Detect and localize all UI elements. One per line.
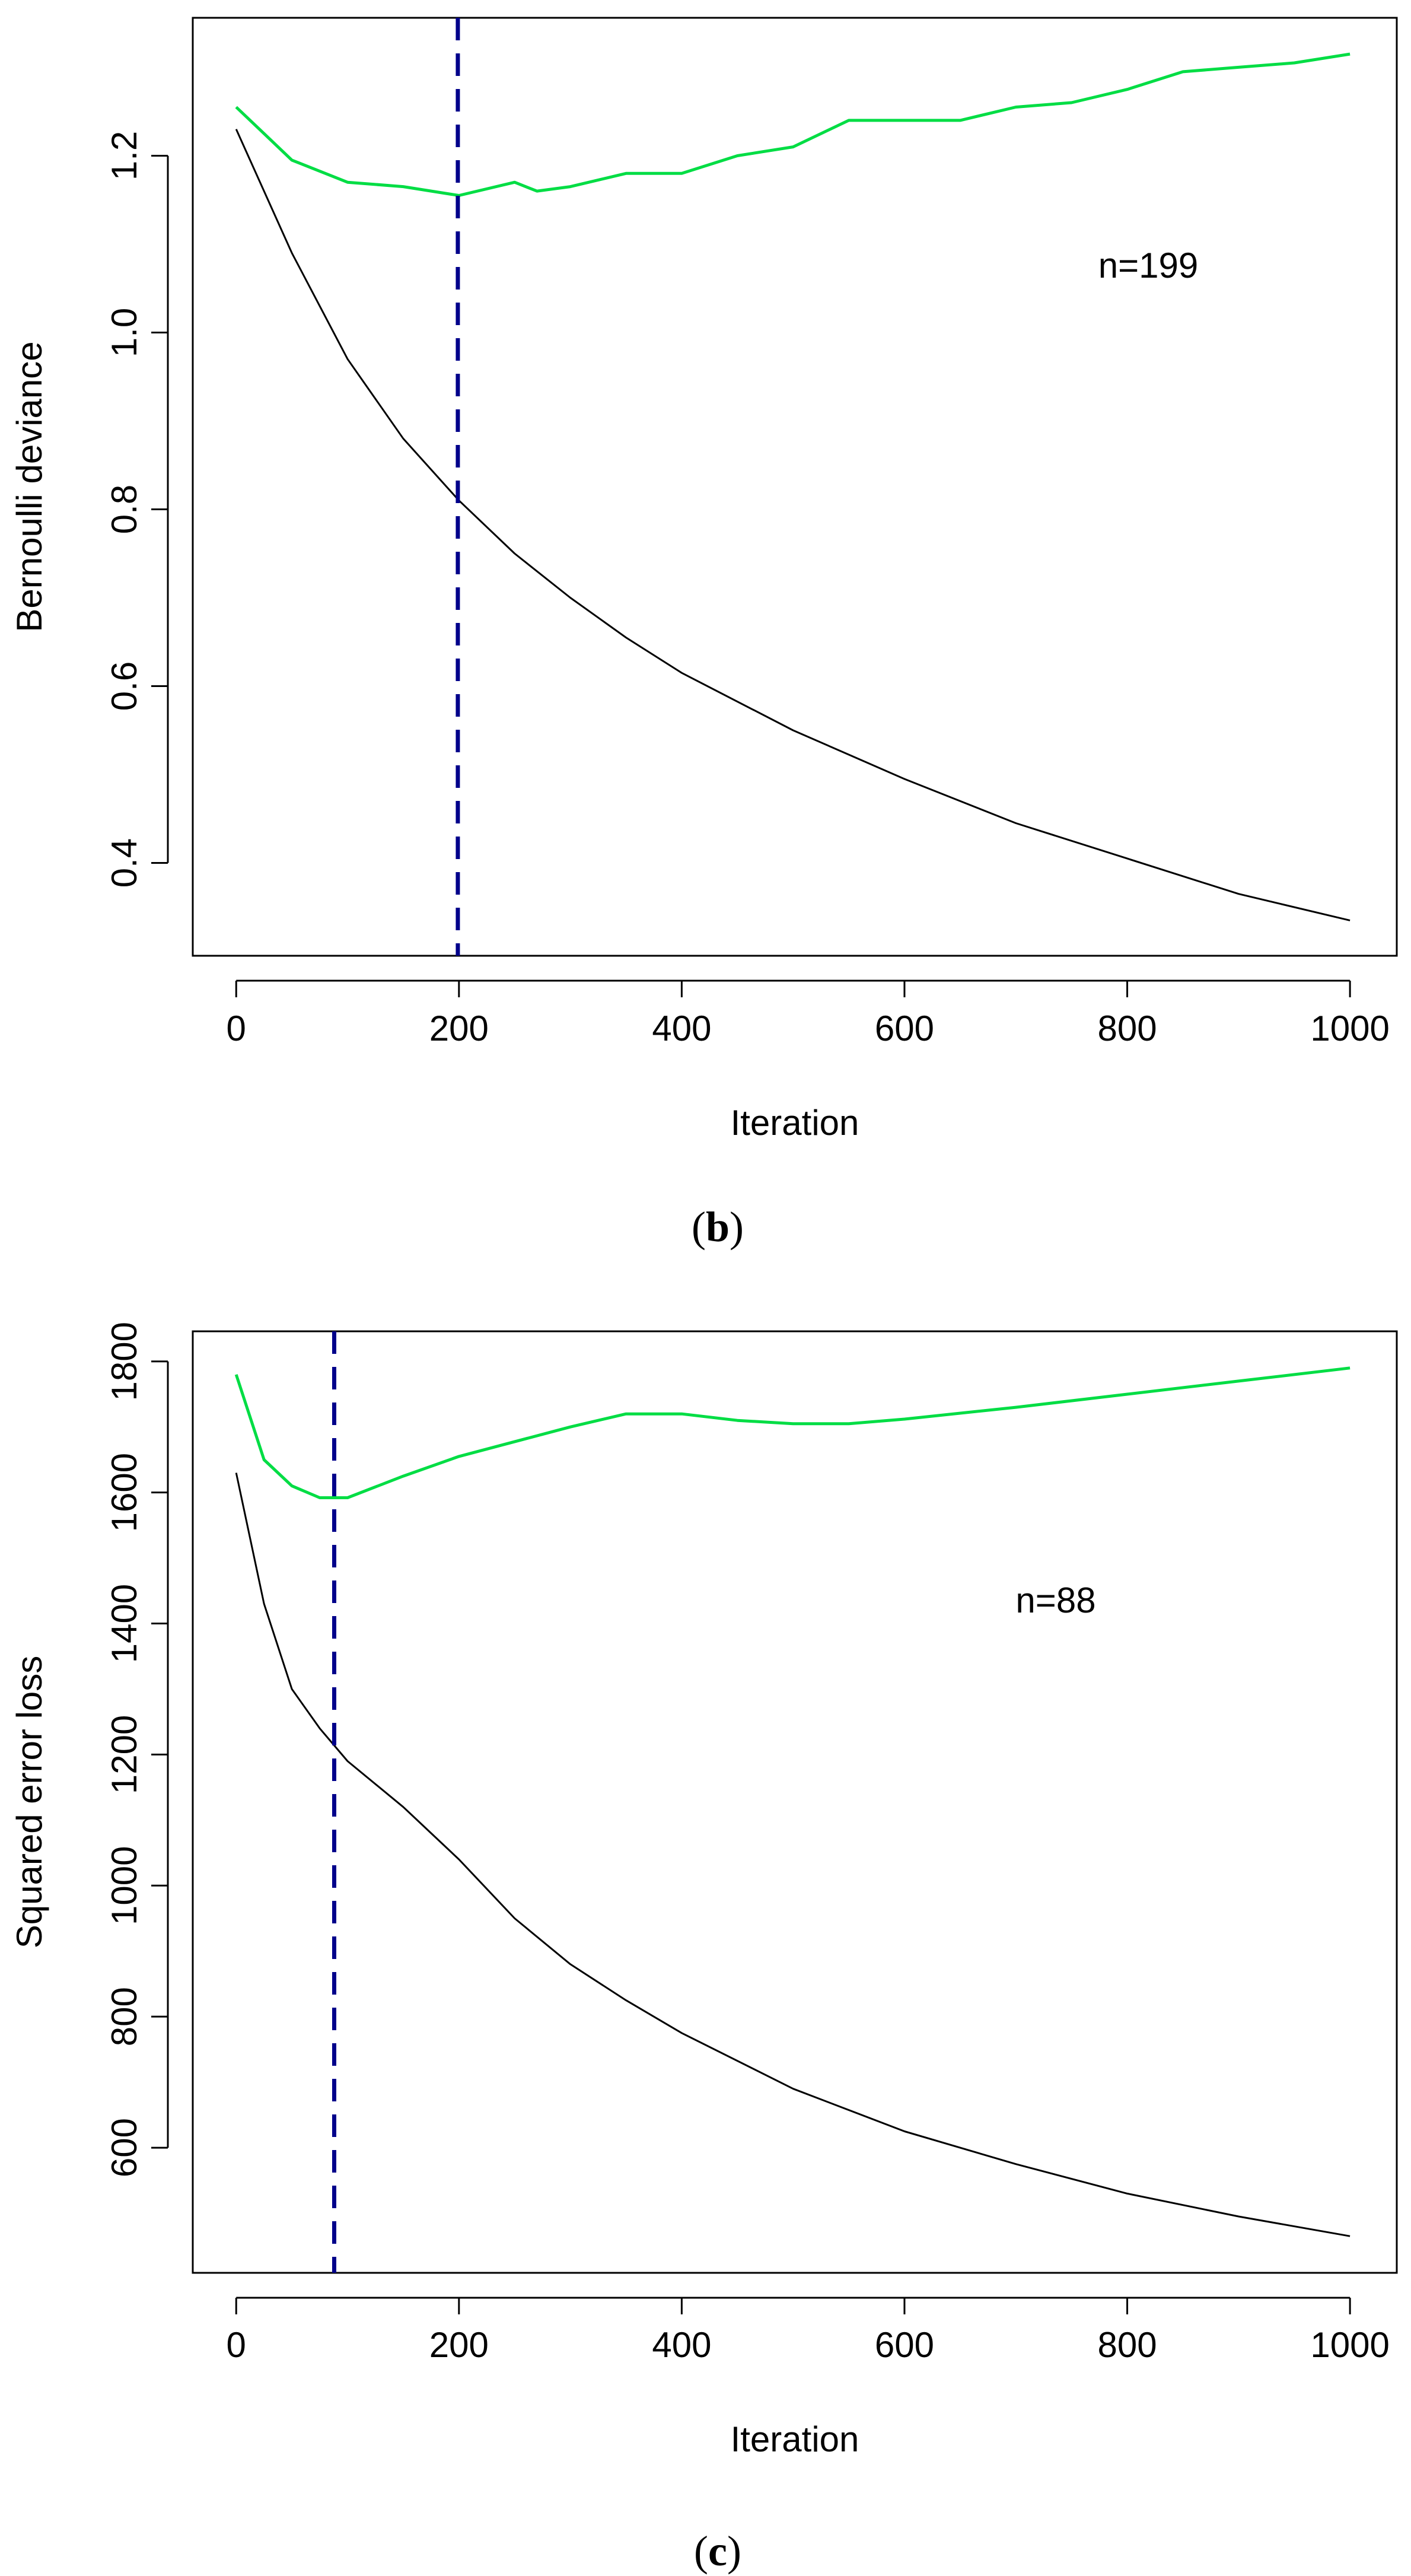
x-tick-label: 1000 — [1310, 1009, 1389, 1048]
series-line-training — [235, 129, 1351, 921]
y-tick-label: 800 — [104, 1987, 144, 2046]
x-tick-label: 600 — [875, 1009, 934, 1048]
annotation-n: n=199 — [1098, 246, 1199, 285]
x-axis-label: Iteration — [731, 1103, 859, 1143]
y-tick-label: 600 — [104, 2118, 144, 2177]
y-tick-label: 0.4 — [104, 838, 144, 888]
series-line-validation — [235, 52, 1351, 197]
x-tick-label: 200 — [429, 1009, 489, 1048]
chart-panel-c: 0 200 400 600 800 1000 600 800 1000 1200 1400 1600 1… — [9, 1322, 1398, 2575]
y-axis-label: Bernoulli deviance — [9, 341, 49, 632]
plot-frame — [192, 1330, 1398, 2274]
series-line-validation — [234, 1366, 1351, 1499]
y-tick-label: 1400 — [104, 1584, 144, 1663]
y-tick-label: 1800 — [104, 1322, 144, 1401]
y-tick-label: 1600 — [104, 1453, 144, 1532]
y-tick-label: 1.2 — [104, 131, 144, 180]
y-tick-label: 1000 — [104, 1846, 144, 1925]
x-tick-label: 800 — [1097, 2325, 1157, 2365]
x-tick-label: 0 — [227, 1009, 246, 1048]
x-tick-label: 200 — [429, 2325, 489, 2365]
x-tick-label: 600 — [875, 2325, 934, 2365]
y-tick-label: 1.0 — [104, 308, 144, 357]
x-tick-label: 0 — [227, 2325, 246, 2365]
panel-label: b — [706, 1203, 730, 1251]
chart-panel-b: 0 200 400 600 800 1000 0.4 0.6 0.8 1.0 1.2 Iteratio… — [9, 17, 1398, 1251]
y-tick-label: 0.6 — [104, 662, 144, 711]
x-tick-label: 400 — [652, 2325, 711, 2365]
annotation-n: n=88 — [1015, 1580, 1095, 1620]
panel-label: c — [708, 2527, 727, 2575]
x-tick-label: 800 — [1097, 1009, 1157, 1048]
y-tick-label: 0.8 — [104, 485, 144, 534]
series-line-training — [235, 1473, 1351, 2237]
y-tick-label: 1200 — [104, 1715, 144, 1794]
plot-frame — [192, 17, 1398, 957]
panel-caption: (b) — [692, 1203, 744, 1251]
x-tick-label: 400 — [652, 1009, 711, 1048]
y-axis-label: Squared error loss — [9, 1656, 49, 1949]
panel-caption: (c) — [694, 2527, 741, 2575]
x-tick-label: 1000 — [1310, 2325, 1389, 2365]
x-axis-label: Iteration — [731, 2419, 859, 2459]
